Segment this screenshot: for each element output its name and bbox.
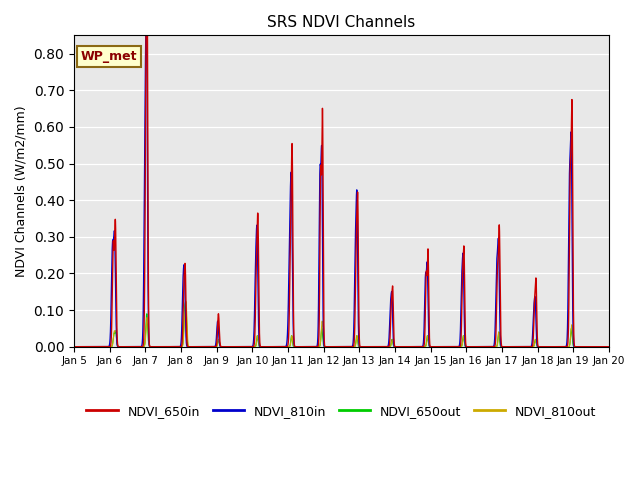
Title: SRS NDVI Channels: SRS NDVI Channels	[268, 15, 415, 30]
Legend: NDVI_650in, NDVI_810in, NDVI_650out, NDVI_810out: NDVI_650in, NDVI_810in, NDVI_650out, NDV…	[81, 400, 602, 423]
Y-axis label: NDVI Channels (W/m2/mm): NDVI Channels (W/m2/mm)	[15, 105, 28, 277]
Text: WP_met: WP_met	[81, 50, 138, 63]
